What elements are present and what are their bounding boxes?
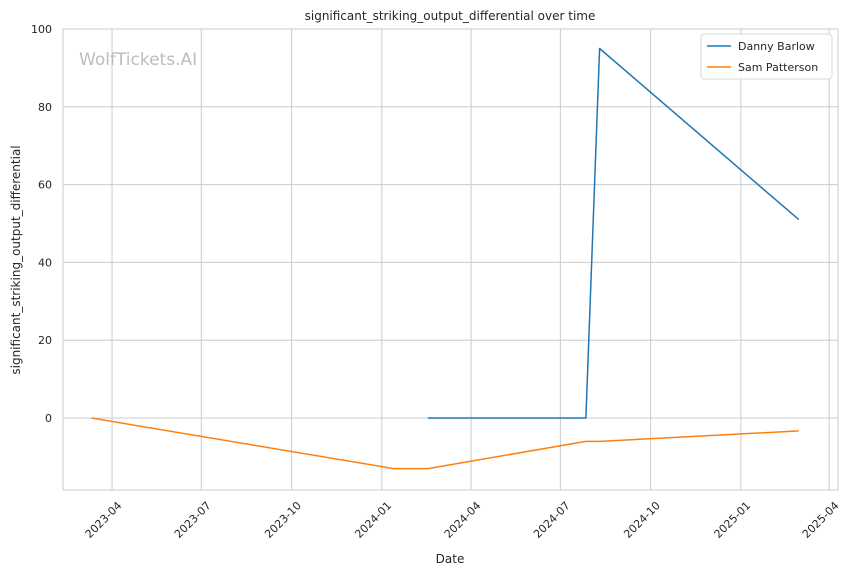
chart-title: significant_striking_output_differential… <box>305 9 596 23</box>
legend-box <box>700 33 833 80</box>
y-tick-label: 60 <box>38 179 52 192</box>
series-layer <box>91 47 800 470</box>
series-line-danny-barlow <box>427 47 800 419</box>
y-axis-title: significant_striking_output_differential <box>9 145 23 374</box>
watermark-text: WolfTickets.AI <box>79 50 197 70</box>
y-tick-label: 0 <box>45 412 52 425</box>
legend-label: Danny Barlow <box>738 40 815 53</box>
y-tick-label: 40 <box>38 256 52 269</box>
legend-label: Sam Patterson <box>738 61 818 74</box>
series-line-sam-patterson <box>91 417 799 470</box>
y-axis-ticks: 0 20 40 60 80 100 <box>31 23 52 425</box>
x-axis-title: Date <box>436 552 465 566</box>
plot-area: WolfTickets.AI <box>62 28 839 491</box>
grid <box>63 28 838 490</box>
legend: Danny Barlow Sam Patterson <box>700 33 833 80</box>
y-tick-label: 20 <box>38 334 52 347</box>
y-tick-label: 100 <box>31 23 52 36</box>
plot-frame <box>62 28 839 491</box>
y-tick-label: 80 <box>38 101 52 114</box>
